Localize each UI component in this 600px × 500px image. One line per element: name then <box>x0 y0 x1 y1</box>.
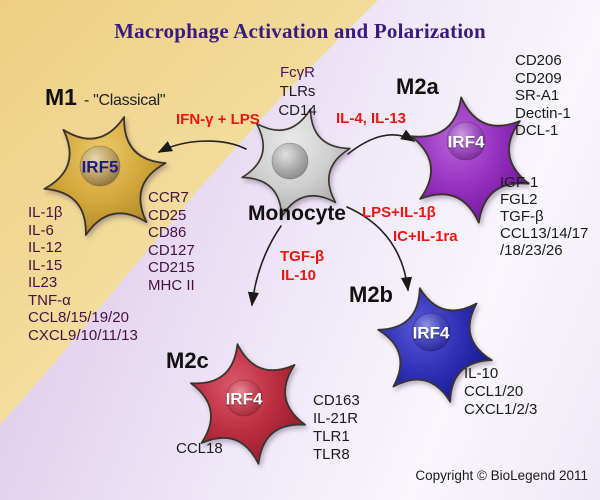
receptor-item: FcγR <box>280 64 315 81</box>
list-item: CD86 <box>148 224 187 241</box>
list-item: SR-A1 <box>515 87 560 104</box>
list-item: CD25 <box>148 206 187 224</box>
list-item: IL-1β <box>28 204 63 221</box>
m1-nucleus <box>79 145 121 187</box>
list-item: IL-21R <box>313 410 359 427</box>
list-item: DCL-1 <box>515 122 559 139</box>
receptor-item: TLRs <box>279 83 316 100</box>
list-item: IGF-1 <box>500 174 539 191</box>
m1-label: M1 - "Classical" <box>45 84 166 111</box>
m2a-marker-list: CD206 CD209 SR-A1 Dectin-1 DCL-1 <box>515 52 571 140</box>
m2c-stimulus-label-2: IL-10 <box>281 267 317 284</box>
monocyte-nucleus <box>271 142 309 180</box>
list-item: CCL13/14/17 <box>500 225 589 242</box>
list-item: TNF-α <box>28 291 71 309</box>
receptor-item: CD14 <box>278 102 317 119</box>
m2b-secreted-list: IL-10 CCL1/20 CXCL1/2/3 <box>464 365 537 419</box>
m2b-tf-label: IRF4 <box>413 324 450 343</box>
m2a-secreted-list: IGF-1 FGL2 TGF-β CCL13/14/17 /18/23/26 <box>500 174 588 259</box>
list-item: TGF-β <box>500 208 544 225</box>
list-item: FGL2 <box>500 191 538 208</box>
m2b-stimulus-label-1: LPS+IL-1β <box>362 204 436 221</box>
arrow-monocyte-to-m2a <box>347 129 416 155</box>
list-item: TLR1 <box>313 428 350 445</box>
m2c-secreted-list: CCL18 <box>176 440 223 458</box>
monocyte-label: Monocyte <box>247 202 346 225</box>
list-item: CD215 <box>148 259 195 276</box>
list-item: CD206 <box>515 52 562 69</box>
monocyte-cell <box>241 108 351 218</box>
m1-cell: IRF5 <box>43 116 167 236</box>
m1-name: M1 <box>45 84 77 110</box>
list-item: IL23 <box>28 274 58 291</box>
list-item: /18/23/26 <box>500 242 563 259</box>
arrow-monocyte-to-m1 <box>157 140 247 153</box>
m1-marker-list: CCR7 CD25 CD86 CD127 CD215 MHC II <box>148 189 195 294</box>
m2b-label: M2b <box>349 282 393 307</box>
list-item: CXCL9/10/11/13 <box>28 326 138 344</box>
m2a-cell: IRF4 <box>410 96 530 224</box>
list-item: IL-15 <box>28 256 63 274</box>
list-item: CCL18 <box>176 440 223 457</box>
copyright-text: Copyright © BioLegend 2011 <box>415 468 588 483</box>
m2b-stimulus-label-2: IC+IL-1ra <box>393 228 458 245</box>
list-item: CCL1/20 <box>464 383 524 400</box>
list-item: CD209 <box>515 69 562 87</box>
list-item: Dectin-1 <box>515 104 571 122</box>
arrow-monocyte-to-m2c <box>247 225 282 307</box>
m1-secreted-list: IL-1β IL-6 IL-12 IL-15 IL23 TNF-α CCL8/1… <box>28 204 138 344</box>
list-item: IL-12 <box>28 239 63 256</box>
m2a-tf-label: IRF4 <box>448 133 485 152</box>
m2a-stimulus-label: IL-4, IL-13 <box>336 110 407 127</box>
m2c-nucleus <box>225 379 263 417</box>
list-item: TLR8 <box>313 446 350 463</box>
list-item: IL-10 <box>464 365 499 382</box>
list-item: CCR7 <box>148 189 189 206</box>
m2c-marker-list: CD163 IL-21R TLR1 TLR8 <box>313 392 360 464</box>
list-item: CD127 <box>148 241 195 259</box>
m2c-label: M2c <box>166 348 209 373</box>
list-item: MHC II <box>148 276 195 294</box>
m2b-cell: IRF4 <box>377 287 493 403</box>
m1-alias: - "Classical" <box>83 92 166 109</box>
m2c-cell: IRF4 <box>190 343 306 465</box>
diagram-title: Macrophage Activation and Polarization <box>114 19 486 43</box>
list-item: IL-6 <box>28 221 54 239</box>
m1-stimulus-label: IFN-γ + LPS <box>176 111 260 128</box>
arrow-monocyte-to-m2b <box>346 206 413 292</box>
m2c-stimulus-label-1: TGF-β <box>280 248 325 265</box>
monocyte-receptor-list: FcγR TLRs CD14 <box>250 63 345 120</box>
m2a-nucleus <box>446 121 486 161</box>
list-item: CD163 <box>313 392 360 409</box>
m1-tf-label: IRF5 <box>82 158 119 177</box>
m2c-tf-label: IRF4 <box>226 390 263 409</box>
list-item: CXCL1/2/3 <box>464 401 538 418</box>
list-item: CCL8/15/19/20 <box>28 309 129 326</box>
m2a-label: M2a <box>396 74 439 99</box>
m2b-nucleus <box>411 312 451 352</box>
